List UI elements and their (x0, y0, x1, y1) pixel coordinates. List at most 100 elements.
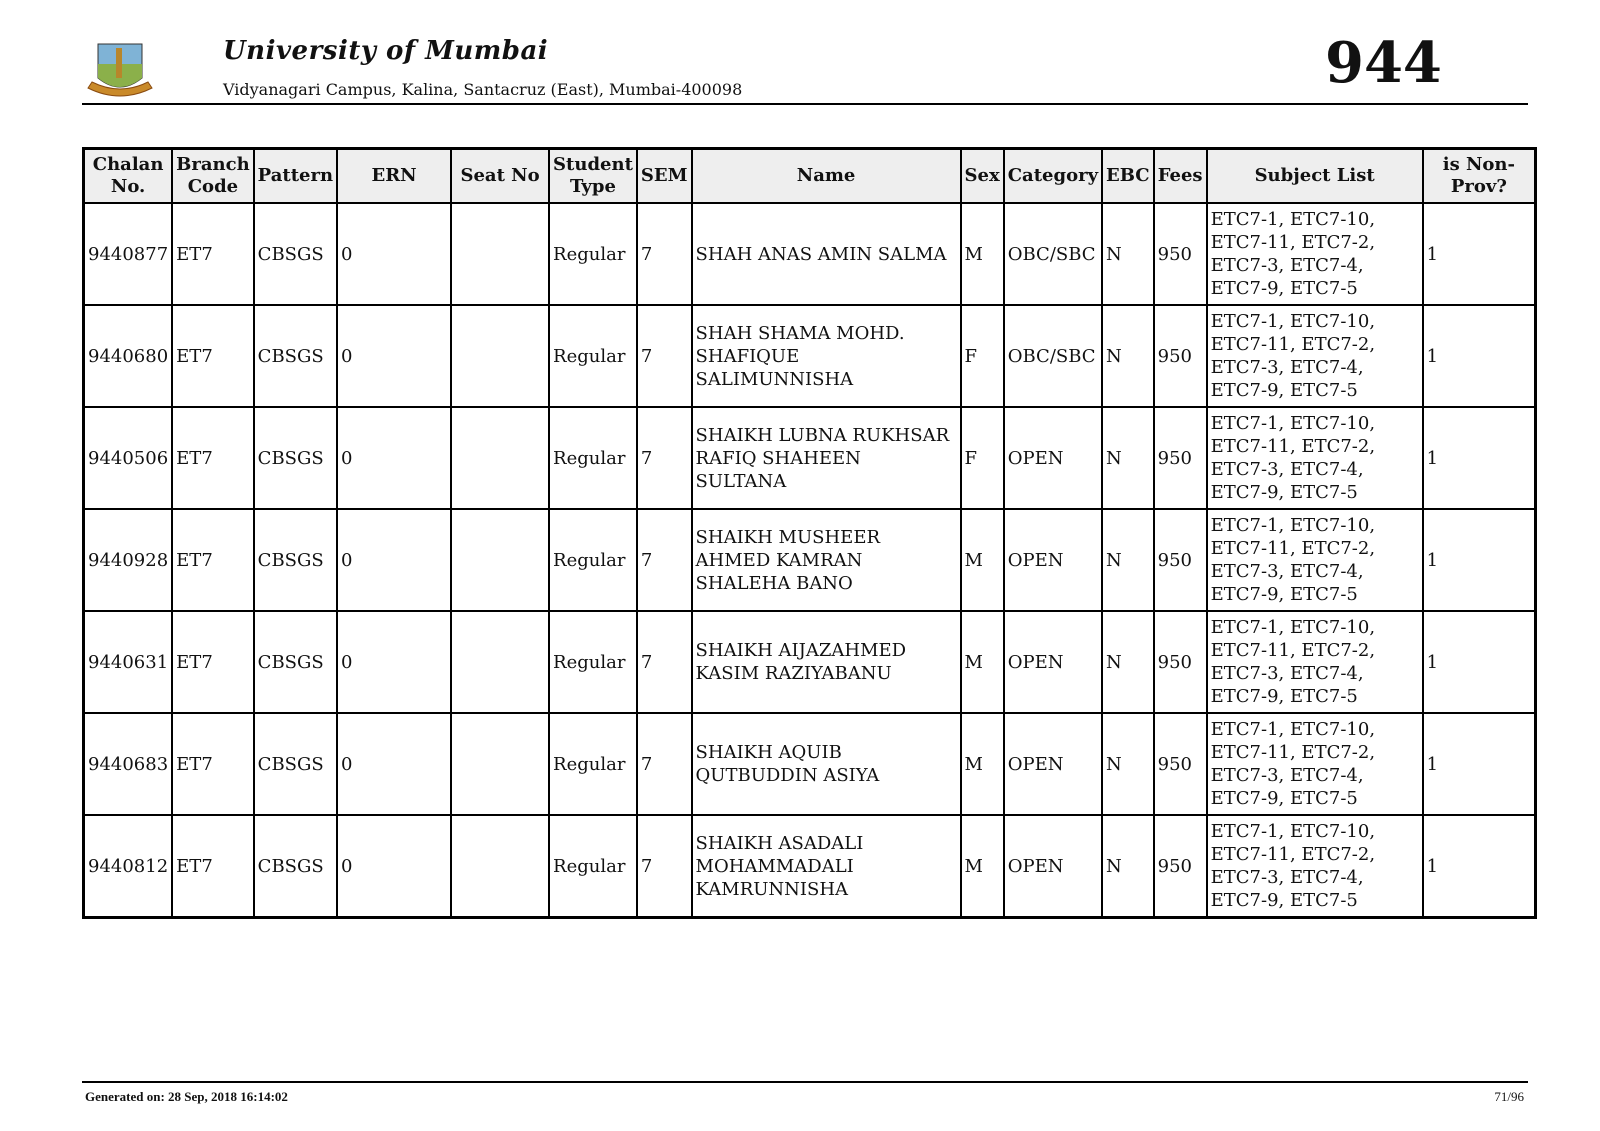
column-header: Seat No (450, 147, 551, 204)
table-cell: OPEN (1002, 814, 1104, 919)
table-cell: 7 (635, 508, 693, 612)
column-header: Category (1002, 147, 1104, 204)
table-cell: 9440680 (82, 304, 174, 408)
table-cell: Regular (548, 304, 638, 408)
column-header: Student Type (548, 147, 638, 204)
table-cell: 0 (336, 814, 453, 919)
table-cell: Regular (548, 712, 638, 816)
table-cell: 7 (635, 610, 693, 714)
table-cell: SHAIKH AQUIB QUTBUDDIN ASIYA (690, 712, 962, 816)
table-cell: 950 (1152, 406, 1208, 510)
table-cell: M (959, 508, 1005, 612)
table-cell (450, 712, 551, 816)
student-table: Chalan No. Branch Code Pattern ERN Seat No St… (82, 147, 1538, 919)
table-cell: SHAIKH LUBNA RUKHSAR RAFIQ SHAHEEN SULTA… (690, 406, 962, 510)
page-code: 944 (1325, 30, 1442, 96)
table-cell: 950 (1152, 712, 1208, 816)
table-cell: SHAH SHAMA MOHD. SHAFIQUE SALIMUNNISHA (690, 304, 962, 408)
table-cell: OPEN (1002, 508, 1104, 612)
table-cell: ETC7-1, ETC7-10, ETC7-11, ETC7-2, ETC7-3… (1205, 508, 1424, 612)
column-header: ERN (336, 147, 453, 204)
table-cell: Regular (548, 814, 638, 919)
table-cell: Regular (548, 610, 638, 714)
table-cell: 1 (1421, 406, 1537, 510)
university-address: Vidyanagari Campus, Kalina, Santacruz (E… (223, 80, 743, 99)
table-cell: 1 (1421, 508, 1537, 612)
table-cell: 7 (635, 304, 693, 408)
table-cell: N (1101, 304, 1155, 408)
table-cell: 950 (1152, 304, 1208, 408)
column-header: EBC (1101, 147, 1155, 204)
table-cell: CBSGS (252, 508, 339, 612)
table-cell: 1 (1421, 610, 1537, 714)
table-cell: 0 (336, 406, 453, 510)
table-cell: Regular (548, 406, 638, 510)
column-header: Branch Code (171, 147, 255, 204)
table-cell: 9440928 (82, 508, 174, 612)
column-header: SEM (635, 147, 693, 204)
table-row: 9440877 ET7 CBSGS 0 Regular 7 SHAH ANAS AMIN S… (82, 202, 1537, 306)
column-header: Pattern (252, 147, 339, 204)
header-divider (82, 103, 1528, 105)
table-cell: 7 (635, 814, 693, 919)
table-cell: CBSGS (252, 712, 339, 816)
table-cell: 1 (1421, 814, 1537, 919)
table-cell: ETC7-1, ETC7-10, ETC7-11, ETC7-2, ETC7-3… (1205, 814, 1424, 919)
table-header-row: Chalan No. Branch Code Pattern ERN Seat No St… (82, 147, 1537, 204)
page-number: 71/96 (1494, 1089, 1524, 1104)
table-cell: M (959, 814, 1005, 919)
table-cell: ET7 (171, 508, 255, 612)
table-cell: ET7 (171, 814, 255, 919)
table-cell: CBSGS (252, 202, 339, 306)
table-cell: 0 (336, 202, 453, 306)
table-cell: ETC7-1, ETC7-10, ETC7-11, ETC7-2, ETC7-3… (1205, 304, 1424, 408)
table-cell: ETC7-1, ETC7-10, ETC7-11, ETC7-2, ETC7-3… (1205, 202, 1424, 306)
table-cell: 0 (336, 610, 453, 714)
table-cell: SHAIKH MUSHEER AHMED KAMRAN SHALEHA BANO (690, 508, 962, 612)
table-cell: CBSGS (252, 814, 339, 919)
table-cell: Regular (548, 508, 638, 612)
table-cell: OPEN (1002, 610, 1104, 714)
table-cell: N (1101, 508, 1155, 612)
table-cell: ET7 (171, 406, 255, 510)
table-cell: ET7 (171, 610, 255, 714)
table-cell: 9440506 (82, 406, 174, 510)
column-header: is Non-Prov? (1421, 147, 1537, 204)
column-header: Subject List (1205, 147, 1424, 204)
table-cell: 1 (1421, 202, 1537, 306)
table-cell: 1 (1421, 304, 1537, 408)
table-cell: M (959, 202, 1005, 306)
table-row: 9440812 ET7 CBSGS 0 Regular 7 SHAIKH ASADALI M… (82, 814, 1537, 919)
table-cell: N (1101, 202, 1155, 306)
table-cell: OPEN (1002, 712, 1104, 816)
table-cell: F (959, 406, 1005, 510)
table-cell: ET7 (171, 202, 255, 306)
generated-timestamp: Generated on: 28 Sep, 2018 16:14:02 (85, 1089, 288, 1104)
table-cell: ETC7-1, ETC7-10, ETC7-11, ETC7-2, ETC7-3… (1205, 712, 1424, 816)
table-cell: CBSGS (252, 304, 339, 408)
table-cell: M (959, 712, 1005, 816)
table-cell (450, 202, 551, 306)
table-cell: ET7 (171, 712, 255, 816)
table-cell: SHAIKH ASADALI MOHAMMADALI KAMRUNNISHA (690, 814, 962, 919)
table-cell: 9440877 (82, 202, 174, 306)
table-cell (450, 304, 551, 408)
table-cell: 0 (336, 304, 453, 408)
table-cell: CBSGS (252, 406, 339, 510)
table-cell: 9440631 (82, 610, 174, 714)
table-row: 9440683 ET7 CBSGS 0 Regular 7 SHAIKH AQUIB QUT… (82, 712, 1537, 816)
university-name: University of Mumbai (223, 36, 549, 66)
table-cell (450, 610, 551, 714)
table-row: 9440506 ET7 CBSGS 0 Regular 7 SHAIKH LUBNA RUK… (82, 406, 1537, 510)
table-cell: 7 (635, 712, 693, 816)
table-cell: OBC/SBC (1002, 202, 1104, 306)
table-cell (450, 508, 551, 612)
university-seal-logo (87, 43, 153, 97)
column-header: Fees (1152, 147, 1208, 204)
table-cell: ETC7-1, ETC7-10, ETC7-11, ETC7-2, ETC7-3… (1205, 406, 1424, 510)
table-cell: N (1101, 814, 1155, 919)
table-cell: 950 (1152, 610, 1208, 714)
table-cell: F (959, 304, 1005, 408)
column-header: Name (690, 147, 962, 204)
